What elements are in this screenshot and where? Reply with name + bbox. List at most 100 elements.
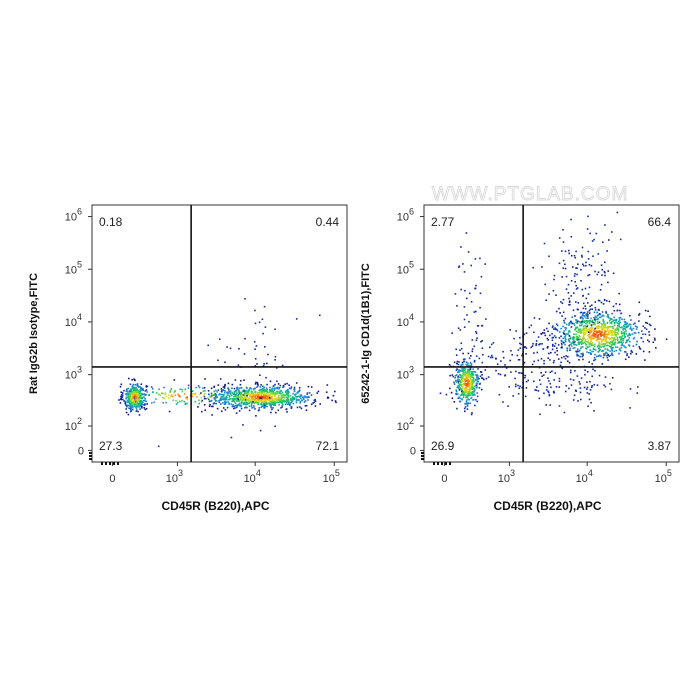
event-dot [183,400,185,403]
event-dot [531,371,533,373]
event-dot [125,408,127,410]
event-dot [585,317,587,319]
event-dot [252,395,254,398]
event-dot [602,314,604,317]
event-dot [569,322,572,324]
event-dot [586,371,589,373]
event-dot [536,386,538,388]
event-dot [630,352,632,355]
event-dot [207,390,210,392]
event-dot [588,319,591,322]
event-dot [247,393,249,396]
event-dot [563,319,565,322]
event-dot [598,313,601,315]
event-dot [137,399,140,401]
event-dot [644,327,646,329]
event-dot [140,400,143,403]
event-dot [586,321,588,324]
event-dot [582,325,585,327]
event-dot [606,356,609,359]
event-dot [472,399,474,401]
event-dot [471,371,474,373]
event-dot [570,337,572,339]
event-dot [481,377,484,380]
event-dot [262,365,265,367]
event-dot [580,377,583,379]
event-dot [464,406,467,408]
event-dot [611,377,614,379]
event-dot [233,400,236,403]
event-dot [553,345,556,347]
event-dot [226,393,229,395]
event-dot [459,369,461,371]
event-dot [558,377,561,380]
event-dot [142,389,145,391]
event-dot [224,408,227,411]
event-dot [464,389,466,392]
event-dot [279,384,282,387]
event-dot [121,396,123,398]
event-dot [243,401,246,404]
event-dot [572,379,575,381]
event-dot [587,346,589,348]
event-dot [569,338,572,340]
event-dot [518,372,520,374]
event-dot [616,339,619,341]
event-dot [468,292,471,295]
event-dot [274,355,277,358]
event-dot [476,392,478,394]
event-dot [466,405,469,407]
event-dot [173,379,176,381]
event-dot [561,276,563,278]
event-dot [574,341,576,343]
event-dot [609,342,611,345]
event-dot [455,374,458,376]
event-dot [234,395,236,397]
event-dot [625,351,627,353]
event-dot [120,395,122,398]
event-dot [278,400,281,403]
x-tick-label: 103 [498,468,515,485]
event-dot [203,404,206,406]
event-dot [208,405,211,408]
event-dot [606,329,608,332]
event-dot [504,364,506,366]
event-dot [617,325,619,327]
event-dot [593,333,595,336]
event-dot [238,399,240,402]
event-dot [130,406,133,409]
event-dot [143,396,145,398]
y-tick-label: 103 [397,365,414,382]
event-dot [580,347,582,350]
event-dot [238,348,240,350]
event-dot [463,387,466,390]
event-dot [175,399,177,402]
event-dot [519,342,521,345]
event-dot [263,404,266,407]
event-dot [584,339,587,341]
event-dot [282,399,285,401]
event-dot [587,320,590,322]
event-dot [258,391,261,394]
event-dot [219,397,222,400]
event-dot [587,250,590,253]
event-dot [479,306,481,309]
event-dot [619,309,621,312]
event-dot [490,356,492,359]
event-dot [280,399,283,401]
y-tick-label: 104 [65,312,82,329]
event-dot [259,386,262,388]
event-dot [265,401,267,403]
event-dot [525,380,528,383]
event-dot [204,393,206,395]
event-dot [236,405,238,408]
event-dot [588,320,591,323]
event-dot [600,333,603,335]
event-dot [623,345,625,347]
event-dot [243,403,245,405]
event-dot [293,386,296,389]
event-dot [576,287,579,289]
event-dot [591,240,594,242]
event-dot [255,394,258,396]
event-dot [210,392,213,395]
